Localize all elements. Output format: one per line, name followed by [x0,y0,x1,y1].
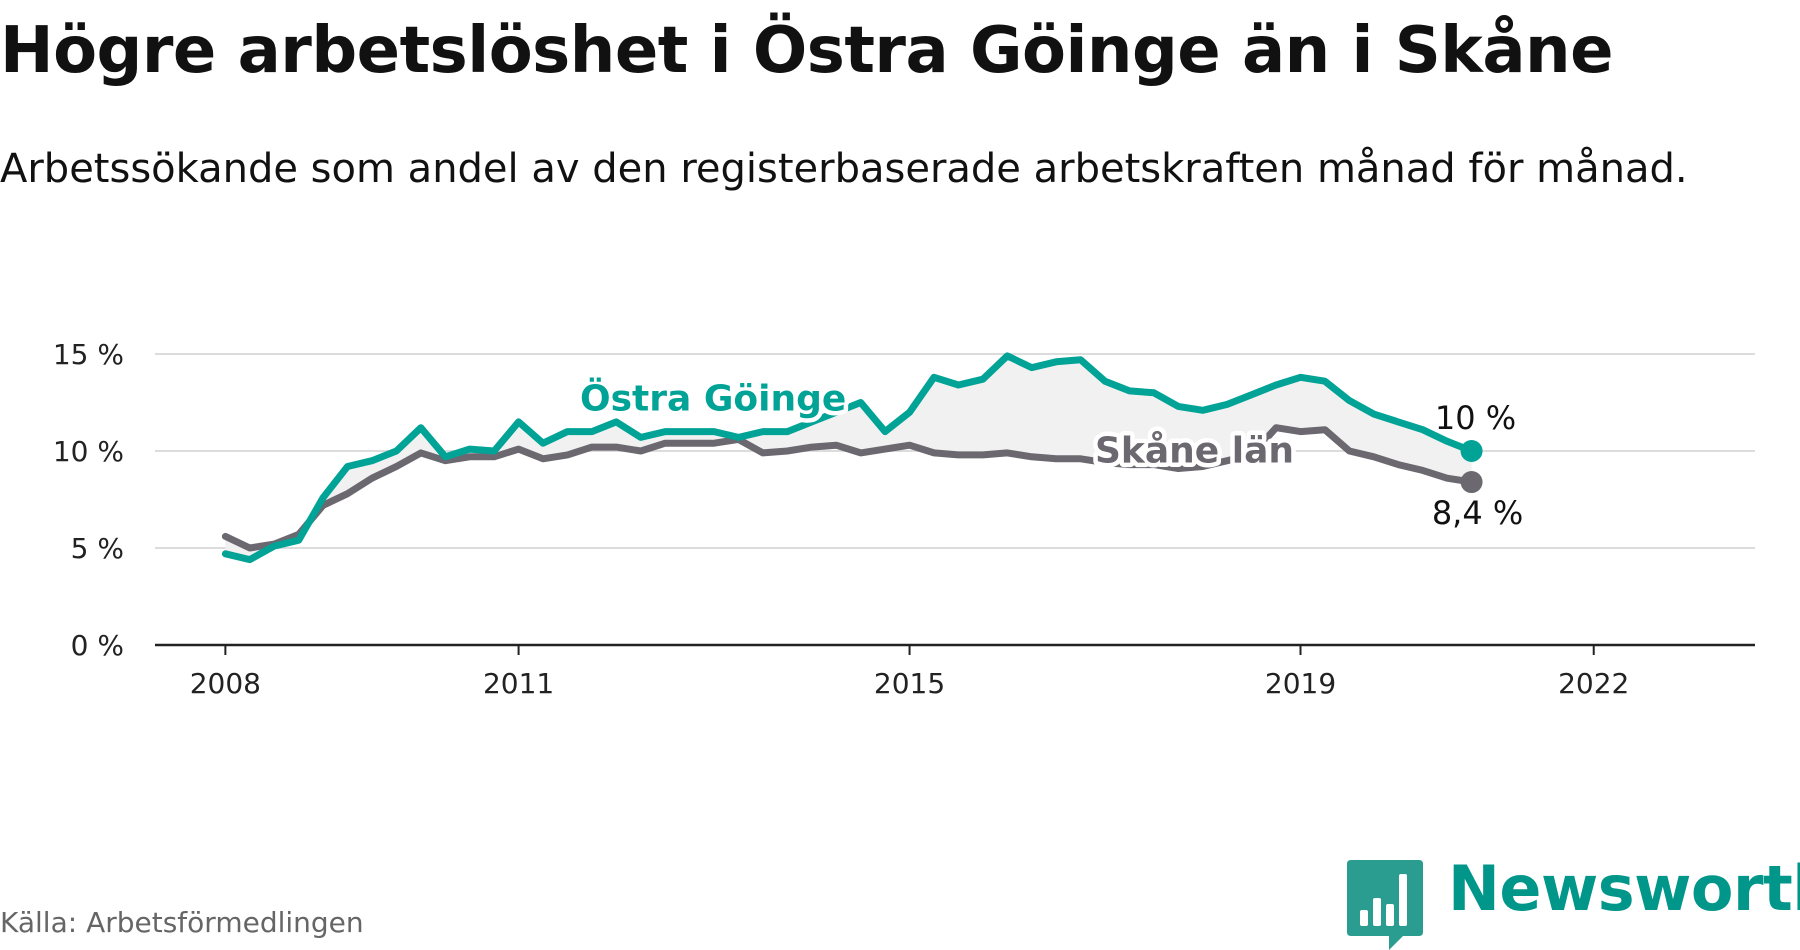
series-label-skane-lan: Skåne län [1095,431,1294,472]
end-label-ostra-goinge: 10 % [1435,399,1516,437]
line-chart: Östra Göinge Skåne län 10 % 8,4 % 2008 20… [53,338,1755,700]
end-label-skane-lan: 8,4 % [1432,494,1523,532]
y-tick-label: 10 % [53,435,124,468]
y-tick-label: 5 % [71,532,124,565]
x-axis-ticks: 2008 2011 2015 2019 2022 [190,645,1629,700]
y-axis-ticks: 0 % 5 % 10 % 15 % [53,338,124,662]
source-note: Källa: Arbetsförmedlingen [0,906,364,939]
x-tick-label: 2019 [1265,667,1336,700]
series-line-ostra-goinge [221,352,1476,564]
newsworthy-logo-icon [1347,860,1423,950]
x-tick-label: 2011 [483,667,554,700]
x-tick-label: 2022 [1558,667,1629,700]
x-tick-label: 2008 [190,667,261,700]
chart-subtitle: Arbetssökande som andel av den registerb… [0,146,1688,192]
end-point-ostra-goinge [1460,440,1483,462]
y-tick-label: 15 % [53,338,124,371]
chart-title: Högre arbetslöshet i Östra Göinge än i S… [0,14,1614,88]
difference-band [225,355,1472,560]
x-tick-label: 2015 [874,667,945,700]
series-label-ostra-goinge: Östra Göinge [580,377,846,419]
end-point-skane-lan [1460,471,1483,494]
series-line-skane-lan [221,424,1476,552]
y-tick-label: 0 % [71,629,124,662]
brand-name: Newsworthy [1448,852,1800,925]
